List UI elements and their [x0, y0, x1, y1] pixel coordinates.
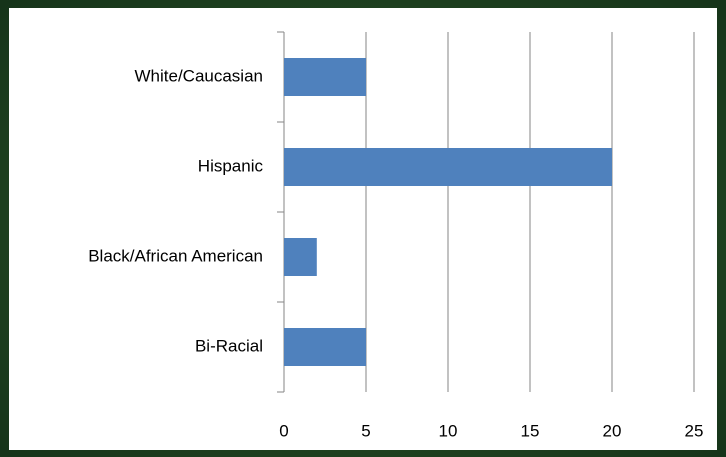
bar — [284, 238, 317, 276]
bar — [284, 328, 366, 366]
y-tick-label: Hispanic — [198, 156, 264, 175]
x-tick-label: 20 — [603, 421, 622, 440]
x-tick-label: 5 — [361, 421, 370, 440]
x-tick-label: 25 — [685, 421, 704, 440]
y-tick-label: Bi-Racial — [195, 336, 263, 355]
x-tick-label: 10 — [439, 421, 458, 440]
x-tick-label: 15 — [521, 421, 540, 440]
y-tick-label: White/Caucasian — [134, 66, 263, 85]
bar — [284, 148, 612, 186]
y-tick-label: Black/African American — [88, 246, 263, 265]
bar — [284, 58, 366, 96]
x-tick-label: 0 — [279, 421, 288, 440]
